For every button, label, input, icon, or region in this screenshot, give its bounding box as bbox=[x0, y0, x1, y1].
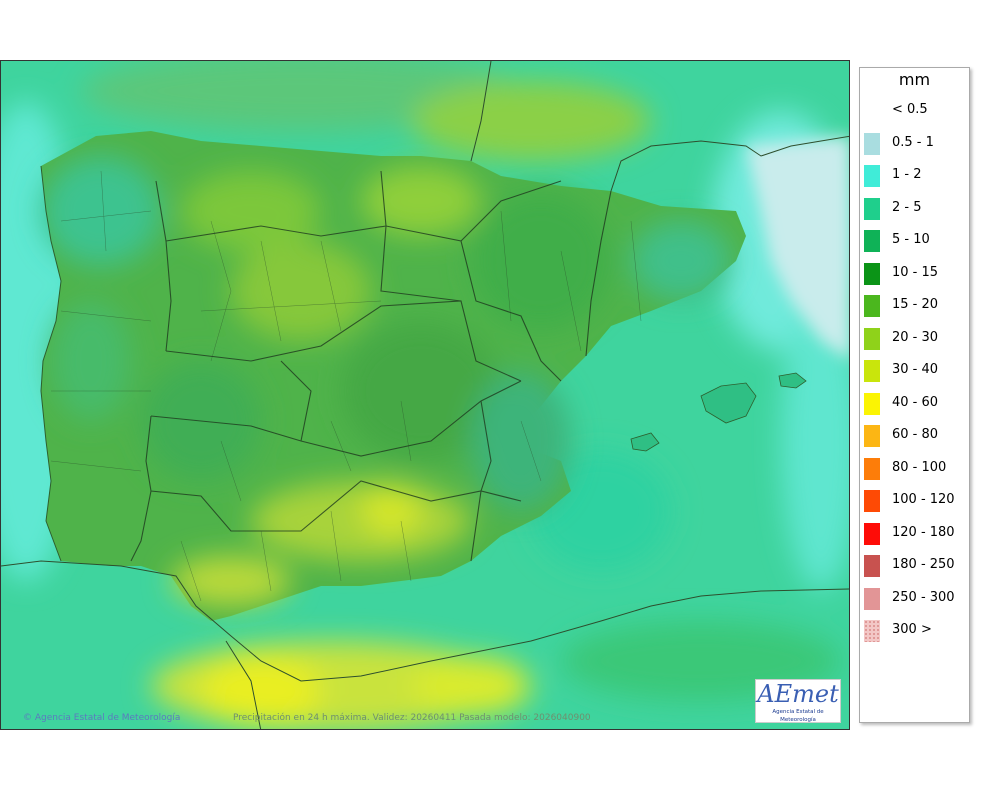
legend-item: 80 - 100 bbox=[863, 456, 968, 480]
legend-label: 120 - 180 bbox=[892, 524, 955, 540]
legend-item: 180 - 250 bbox=[863, 553, 968, 577]
logo-subtext: Agencia Estatal de Meteorología bbox=[772, 709, 824, 723]
legend-item: 250 - 300 bbox=[863, 586, 968, 610]
legend-label: 2 - 5 bbox=[892, 199, 922, 215]
legend-label: 5 - 10 bbox=[892, 232, 930, 247]
legend-item: 10 - 15 bbox=[863, 261, 968, 285]
province-borders bbox=[50, 170, 642, 602]
legend-label: 10 - 15 bbox=[892, 264, 939, 280]
border-line bbox=[470, 61, 492, 162]
map-canvas bbox=[1, 61, 849, 729]
legend-swatch bbox=[864, 425, 880, 447]
legend-label: 80 - 100 bbox=[892, 459, 947, 475]
legend-label: 20 - 30 bbox=[892, 329, 939, 345]
legend-panel: mm < 0.5 0.5 - 1 1 - 2 2 - 5 5 - 10 10 - 15 15… bbox=[859, 67, 970, 723]
legend-item: < 0.5 bbox=[863, 98, 968, 122]
legend-label: 30 - 40 bbox=[892, 362, 939, 377]
legend-swatch bbox=[864, 360, 880, 382]
legend-swatch bbox=[864, 132, 880, 155]
legend-item: 300 > bbox=[863, 618, 968, 642]
legend-swatch bbox=[864, 295, 880, 317]
legend-label: 1 - 2 bbox=[892, 167, 922, 182]
legend-swatch bbox=[864, 197, 880, 220]
credit-text: © Agencia Estatal de Meteorología bbox=[23, 713, 181, 723]
map-footer: Precipitación en 24 h máxima. Validez: 2… bbox=[233, 713, 591, 723]
legend-swatch bbox=[864, 587, 880, 610]
legend-label: 100 - 120 bbox=[892, 492, 955, 507]
legend-swatch bbox=[864, 555, 880, 577]
legend-swatch bbox=[864, 620, 880, 642]
africa-coast bbox=[1, 560, 849, 682]
legend-item: 120 - 180 bbox=[863, 521, 968, 545]
legend-unit: mm bbox=[898, 70, 931, 89]
legend-swatch bbox=[864, 230, 880, 252]
legend-swatch bbox=[864, 457, 880, 480]
legend-item: 15 - 20 bbox=[863, 293, 968, 317]
legend-item: 60 - 80 bbox=[863, 423, 968, 447]
legend-swatch bbox=[864, 262, 880, 285]
legend-item: 5 - 10 bbox=[863, 228, 968, 252]
precipitation-map: © Agencia Estatal de Meteorología Precip… bbox=[0, 60, 850, 730]
legend-swatch bbox=[864, 100, 880, 122]
legend-label: 0.5 - 1 bbox=[892, 134, 934, 150]
legend-item: 1 - 2 bbox=[863, 163, 968, 187]
legend-swatch bbox=[864, 392, 880, 415]
france-coast bbox=[610, 135, 849, 192]
legend-label: < 0.5 bbox=[892, 102, 928, 117]
legend-item: 2 - 5 bbox=[863, 196, 968, 220]
copyright-icon: © bbox=[23, 713, 32, 723]
legend-item: 30 - 40 bbox=[863, 358, 968, 382]
legend-label: 40 - 60 bbox=[892, 394, 939, 410]
aemet-logo: AEmet Agencia Estatal de Meteorología bbox=[755, 679, 841, 723]
legend-swatch bbox=[864, 165, 880, 187]
portugal-coast bbox=[40, 165, 62, 562]
legend-label: 250 - 300 bbox=[892, 589, 955, 605]
legend-swatch bbox=[864, 490, 880, 512]
legend-item: 100 - 120 bbox=[863, 488, 968, 512]
legend-label: 180 - 250 bbox=[892, 557, 955, 572]
legend-item: 20 - 30 bbox=[863, 326, 968, 350]
legend-label: 60 - 80 bbox=[892, 427, 939, 442]
legend-swatch bbox=[864, 327, 880, 350]
region-borders bbox=[130, 170, 612, 562]
logo-mark: AEmet bbox=[757, 680, 839, 708]
balearic-islands bbox=[630, 372, 807, 452]
land-precip-field bbox=[41, 156, 731, 606]
legend-label: 15 - 20 bbox=[892, 297, 939, 312]
legend-item: 0.5 - 1 bbox=[863, 131, 968, 155]
dry-area bbox=[746, 136, 849, 360]
legend-swatch bbox=[864, 522, 880, 545]
border-line bbox=[225, 640, 262, 729]
legend-label: 300 > bbox=[892, 622, 932, 637]
legend-item: 40 - 60 bbox=[863, 391, 968, 415]
